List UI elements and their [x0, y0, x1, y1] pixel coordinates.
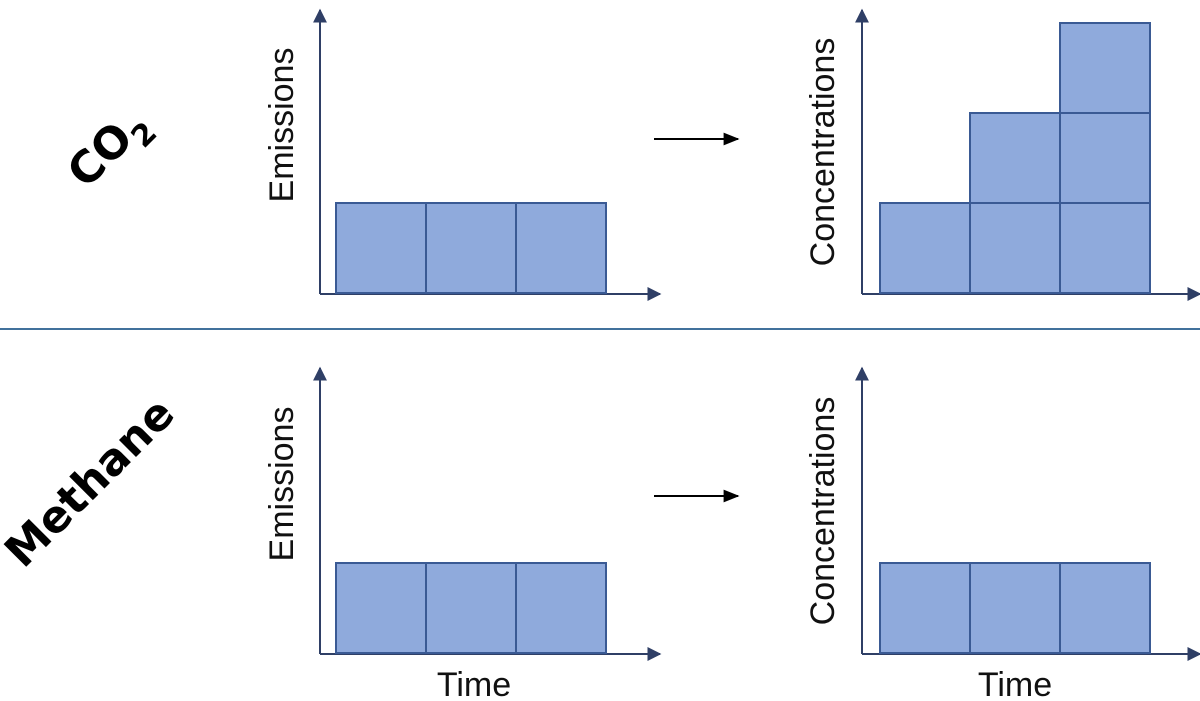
co2-concentrations-chart: Concentrations: [804, 8, 1200, 301]
y-axis-label: Concentrations: [804, 397, 842, 626]
block: [515, 562, 607, 654]
y-axis-label: Emissions: [263, 407, 301, 562]
block: [335, 562, 427, 654]
block: [879, 202, 971, 294]
y-axis-label: Concentrations: [804, 38, 842, 267]
co2-emissions-chart: Emissions: [263, 8, 662, 301]
block: [969, 562, 1061, 654]
block: [425, 562, 517, 654]
concentration-blocks: [879, 22, 1151, 294]
emission-blocks: [335, 202, 607, 294]
block: [1059, 202, 1151, 294]
co2-row: CO2 Emissions Concentrations: [58, 8, 1200, 301]
x-axis-label: Time: [437, 666, 511, 701]
co2-row-label: CO2: [58, 98, 164, 204]
block: [879, 562, 971, 654]
methane-emissions-chart: Emissions Time: [263, 366, 662, 701]
y-axis-label: Emissions: [263, 48, 301, 203]
block: [969, 202, 1061, 294]
methane-concentrations-chart: Concentrations Time: [804, 366, 1200, 701]
emission-blocks: [335, 562, 607, 654]
block: [515, 202, 607, 294]
block: [969, 112, 1061, 204]
block: [1059, 112, 1151, 204]
block: [1059, 562, 1151, 654]
concentration-blocks: [879, 562, 1151, 654]
x-axis-label: Time: [978, 666, 1052, 701]
block: [425, 202, 517, 294]
methane-row: Methane Emissions Time Concentrations Ti…: [0, 366, 1200, 701]
block: [335, 202, 427, 294]
block: [1059, 22, 1151, 114]
methane-row-label: Methane: [0, 388, 184, 577]
